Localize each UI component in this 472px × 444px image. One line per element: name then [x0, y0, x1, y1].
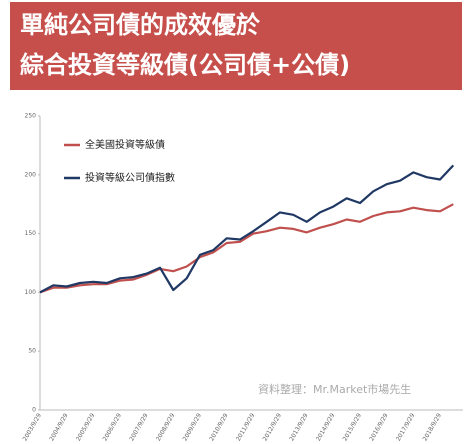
x-tick-label: 2008/9/29	[155, 412, 177, 442]
y-tick-label: 0	[32, 407, 36, 414]
x-tick-label: 2006/9/29	[102, 412, 124, 442]
y-tick-label: 50	[28, 348, 36, 355]
x-tick-label: 2009/9/29	[182, 412, 204, 442]
y-tick-label: 200	[25, 171, 37, 178]
x-tick-label: 2010/9/29	[208, 412, 230, 442]
x-tick-label: 2012/9/29	[262, 412, 284, 442]
x-tick-label: 2011/9/29	[235, 412, 257, 442]
x-tick-label: 2018/9/29	[422, 412, 444, 442]
title-banner	[10, 2, 462, 90]
x-tick-label: 2014/9/29	[315, 412, 337, 442]
x-tick-label: 2016/9/29	[368, 412, 390, 442]
series-line	[39, 164, 455, 294]
x-tick-label: 2003/9/29	[22, 412, 44, 442]
x-tick-label: 2017/9/29	[395, 412, 417, 442]
y-tick-label: 150	[25, 230, 37, 237]
y-tick-label: 250	[25, 113, 37, 120]
x-tick-label: 2005/9/29	[75, 412, 97, 442]
annotation: 資料整理：Mr.Market市場先生	[258, 382, 411, 396]
x-tick-label: 2013/9/29	[288, 412, 310, 442]
title-line: 綜合投資等級債(公司債+公債)	[20, 51, 350, 79]
legend-label: 全美國投資等級債	[85, 138, 165, 151]
x-tick-label: 2007/9/29	[128, 412, 150, 442]
legend-label: 投資等級公司債指數	[85, 171, 175, 184]
series-line	[39, 203, 454, 294]
y-tick-label: 100	[25, 289, 37, 296]
title-line: 單純公司債的成效優於	[20, 11, 261, 39]
x-tick-label: 2004/9/29	[48, 412, 70, 442]
x-tick-label: 2015/9/29	[342, 412, 364, 442]
